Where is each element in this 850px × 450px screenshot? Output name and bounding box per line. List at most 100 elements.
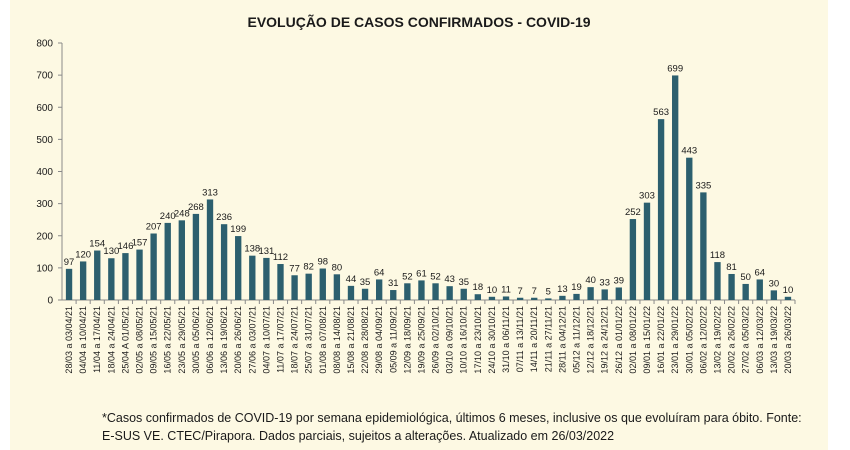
data-label: 563 [653, 107, 669, 118]
bar [460, 288, 467, 300]
data-label: 31 [388, 278, 399, 289]
y-tick-label: 200 [36, 231, 53, 242]
bar [277, 264, 284, 300]
data-label: 199 [230, 224, 246, 235]
bar [502, 296, 510, 300]
data-label: 10 [487, 285, 498, 296]
x-tick-label: 18/07 a 24/07/21 [290, 306, 300, 374]
bar [784, 296, 792, 300]
bar [657, 119, 665, 300]
data-label: 81 [726, 262, 737, 273]
bar [432, 283, 439, 300]
x-tick-label: 01/08 a 07/08/21 [318, 306, 328, 374]
bar-chart: 0 100 200 300 400 500 600 700 800 97120154130146… [36, 39, 796, 374]
bar [573, 293, 580, 300]
x-tick-label: 29/08 a 04/09/21 [374, 306, 384, 374]
bar [474, 294, 482, 300]
x-tick-label: 16/01 a 22/01/22 [656, 306, 666, 374]
data-label: 33 [599, 277, 610, 288]
bar [601, 289, 608, 300]
bar [516, 297, 524, 300]
data-label: 7 [532, 286, 537, 297]
bar [94, 250, 101, 300]
x-tick-label: 15/08 a 21/08/21 [346, 306, 356, 374]
data-label: 52 [430, 271, 441, 282]
bar [206, 199, 214, 300]
bars [65, 75, 792, 300]
data-label: 11 [501, 284, 511, 295]
x-tick-label: 21/11 a 27/11/21 [543, 306, 553, 372]
x-tick-label: 08/08 a 14/08/21 [332, 306, 342, 374]
x-tick-label: 23/05 a 29/05/21 [177, 306, 187, 374]
x-tick-label: 05/09 a 11/09/21 [388, 306, 398, 373]
bar [700, 192, 707, 300]
data-label: 130 [103, 246, 119, 257]
data-label: 35 [458, 277, 469, 288]
x-tick-label: 27/02 a 05/03/22 [741, 306, 751, 374]
x-tick-label: 25/04 A 01/05/21 [120, 306, 130, 374]
data-label: 303 [639, 191, 655, 202]
y-tick-label: 600 [36, 103, 53, 114]
data-label: 313 [202, 187, 218, 198]
data-label: 97 [64, 257, 75, 268]
x-tick-label: 02/01 a 08/01/22 [628, 306, 638, 374]
data-label: 80 [332, 262, 343, 273]
data-label: 64 [374, 267, 385, 278]
data-label: 19 [571, 282, 582, 293]
x-tick-label: 07/11 a 13/11/21 [515, 306, 525, 372]
data-label: 5 [546, 286, 551, 297]
bar [629, 219, 637, 300]
data-label: 40 [585, 275, 596, 286]
data-label: 18 [473, 282, 484, 293]
y-tick-label: 400 [36, 167, 53, 178]
data-label: 44 [346, 274, 357, 285]
x-tick-label: 06/02 a 12/02/22 [698, 306, 708, 374]
x-tick-label: 17/10 a 23/10/21 [473, 306, 483, 374]
bar [418, 280, 425, 300]
x-tick-label: 28/03 a 03/04/21 [64, 306, 74, 374]
bar [305, 273, 312, 300]
x-tick-label: 09/01 a 15/01/22 [642, 306, 652, 374]
data-label: 50 [740, 272, 751, 283]
x-tick-label: 13/02 a 19/02/22 [712, 306, 722, 374]
bar [192, 213, 200, 300]
data-label: 236 [216, 212, 232, 223]
x-tick-label: 10/10 a 16/10/21 [459, 306, 469, 374]
x-tick-label: 12/12 a 18/12/21 [586, 306, 596, 374]
x-tick-label: 16/05 a 22/05/21 [163, 306, 173, 374]
x-tick-label: 20/06 a 26/06/21 [233, 306, 243, 374]
data-label: 43 [444, 274, 455, 285]
bar [545, 298, 552, 300]
data-label: 52 [402, 271, 413, 282]
x-tick-label: 26/12 a 01/01/22 [614, 306, 624, 374]
y-tick-label: 700 [36, 71, 53, 82]
data-label: 13 [557, 284, 568, 295]
bar [136, 249, 143, 300]
x-tick-label: 12/09 a 18/09/21 [402, 306, 412, 374]
x-tick-label: 14/11 a 20/11/21 [529, 306, 539, 372]
data-label: 207 [146, 222, 162, 233]
chart-panel: EVOLUÇÃO DE CASOS CONFIRMADOS - COVID-19… [10, 0, 828, 450]
x-tick-label: 18/04 a 24/04/21 [106, 306, 116, 374]
bar [390, 290, 397, 300]
bar [587, 287, 594, 300]
y-tick-label: 100 [36, 263, 53, 274]
bar [333, 274, 341, 300]
bar [404, 283, 411, 300]
x-tick-label: 27/06 a 03/07/21 [247, 306, 257, 374]
data-label: 64 [754, 267, 765, 278]
data-label: 61 [416, 268, 427, 279]
bar [361, 288, 369, 300]
bar [263, 257, 270, 300]
bar [615, 287, 622, 300]
bar [164, 222, 171, 300]
data-label: 335 [695, 180, 711, 191]
x-tick-label: 26/09 a 02/10/21 [431, 306, 441, 374]
x-tick-label: 02/05 a 08/05/21 [135, 306, 145, 374]
data-label: 252 [625, 207, 641, 218]
x-tick-label: 11/07 a 17/07/21 [275, 306, 285, 373]
axes: 0 100 200 300 400 500 600 700 800 [36, 39, 796, 307]
y-tick-label: 800 [36, 39, 53, 50]
data-label: 30 [769, 278, 780, 289]
